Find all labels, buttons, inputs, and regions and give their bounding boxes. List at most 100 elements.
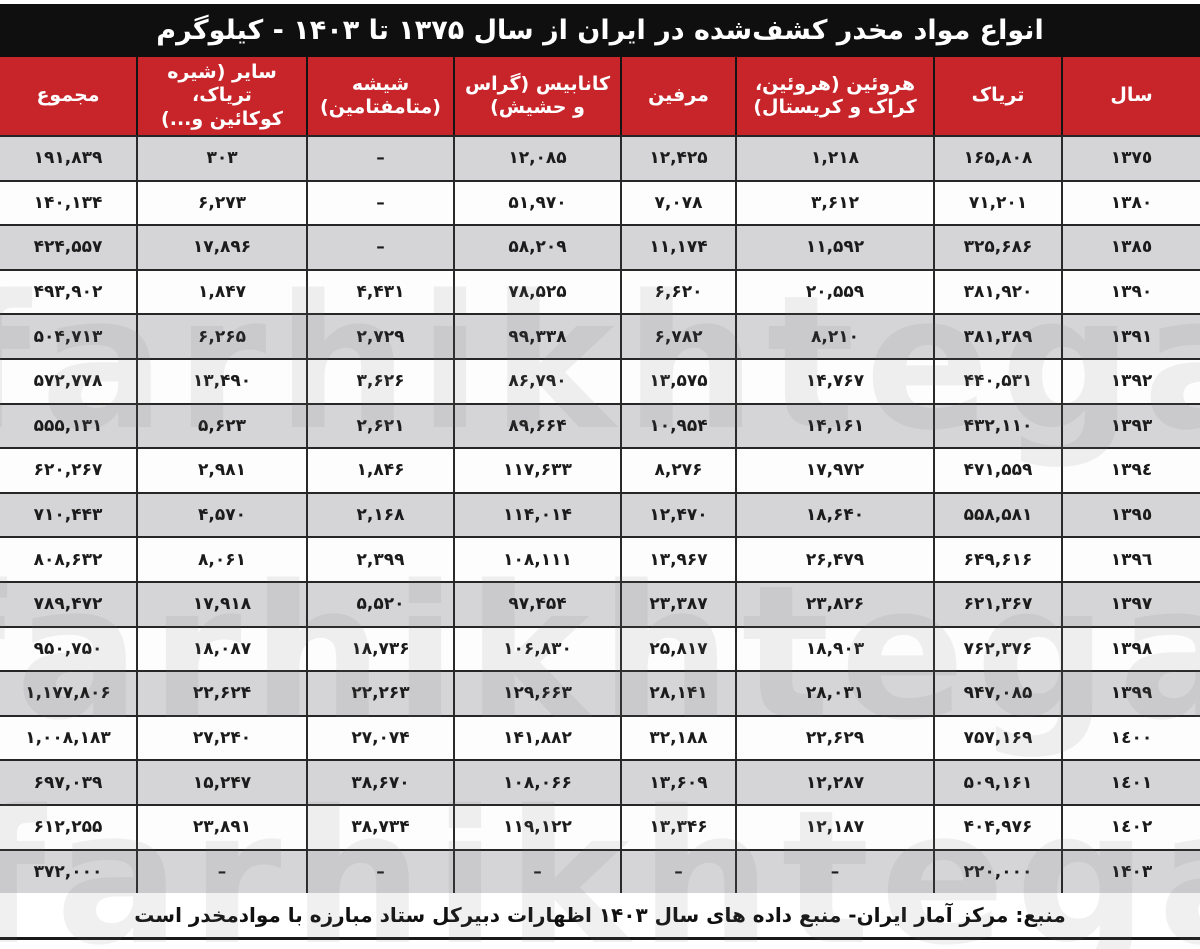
table-row: ۱۳۹۸ ۷۶۲,۳۷۶ ۱۸,۹۰۳ ۲۵,۸۱۷ ۱۰۶,۸۳۰ ۱۸,۷۳۶ ۱۸,۰… bbox=[0, 627, 1200, 673]
page-title: انواع مواد مخدر کشف‌شده در ایران از سال … bbox=[156, 15, 1044, 46]
cell-heroin: ۲۳,۸۲۶ bbox=[737, 582, 935, 626]
cell-opium: ۳۸۱,۳۸۹ bbox=[935, 315, 1063, 358]
cell-total: ۱,۰۰۸,۱۸۳ bbox=[0, 716, 138, 760]
cell-cannabis: ۱۰۸,۱۱۱ bbox=[455, 538, 622, 581]
cell-opium: ۵۰۹,۱۶۱ bbox=[935, 761, 1063, 804]
table-row: ۱۴۰۳ ۲۲۰,۰۰۰– – – – –۳۷۲,۰۰۰ bbox=[0, 850, 1200, 896]
cell-opium: ۳۲۵,۶۸۶ bbox=[935, 226, 1063, 269]
cell-year: ۱۳۸۰ bbox=[1110, 192, 1153, 213]
cell-morphine: ۶,۷۸۲ bbox=[622, 315, 737, 358]
cell-other: ۵,۶۲۳ bbox=[138, 404, 308, 448]
table-row: ۱۳۹۲ ۴۴۰,۵۳۱ ۱۴,۷۶۷ ۱۳,۵۷۵ ۸۶,۷۹۰ ۳,۶۲۶ ۱۳,۴۹۰… bbox=[0, 359, 1200, 405]
cell-year: ۱۳۸٥ bbox=[1110, 237, 1153, 258]
cell-year: ۱۳۹۸ bbox=[1110, 638, 1153, 659]
cell-total: ۶۹۷,۰۳۹ bbox=[0, 761, 138, 804]
cell-total: ۱,۱۷۷,۸۰۶ bbox=[0, 672, 138, 715]
cell-heroin: ۸,۲۱۰ bbox=[737, 315, 935, 358]
cell-morphine: ۲۵,۸۱۷ bbox=[622, 627, 737, 671]
cell-cannabis: ۱۲,۰۸۵ bbox=[455, 137, 622, 180]
column-header-morphine: مرفین bbox=[622, 57, 737, 135]
cell-other: ۱۷,۹۱۸ bbox=[138, 582, 308, 626]
cell-cannabis: ۱۲۹,۶۶۳ bbox=[455, 672, 622, 715]
cell-heroin: ۱۸,۹۰۳ bbox=[737, 627, 935, 671]
cell-other: ۱۷,۸۹۶ bbox=[138, 226, 308, 269]
cell-total: ۸۰۸,۶۳۲ bbox=[0, 538, 138, 581]
cell-total: ۶۱۲,۲۵۵ bbox=[0, 805, 138, 849]
cell-meth: ۲,۶۲۱ bbox=[308, 404, 455, 448]
title-bar: انواع مواد مخدر کشف‌شده در ایران از سال … bbox=[0, 4, 1200, 57]
cell-opium: ۶۲۱,۳۶۷ bbox=[935, 582, 1063, 626]
cell-total: ۷۸۹,۴۷۲ bbox=[0, 582, 138, 626]
cell-meth: – bbox=[308, 850, 455, 894]
column-header-other: سایر (شیره تریاک، کوکائین و...) bbox=[138, 57, 308, 135]
cell-other: ۳۰۳ bbox=[138, 137, 308, 180]
cell-heroin: ۱۴,۷۶۷ bbox=[737, 359, 935, 403]
table-row: ۱٤۰۰ ۷۵۷,۱۶۹ ۲۲,۶۲۹ ۳۲,۱۸۸ ۱۴۱,۸۸۲ ۲۷,۰۷۴ ۲۷,۲… bbox=[0, 716, 1200, 762]
cell-other: ۲۷,۲۴۰ bbox=[138, 716, 308, 760]
cell-heroin: ۱۸,۶۴۰ bbox=[737, 493, 935, 537]
cell-opium: ۷۶۲,۳۷۶ bbox=[935, 627, 1063, 671]
cell-cannabis: ۱۰۶,۸۳۰ bbox=[455, 627, 622, 671]
cell-year: ۱٤۰۲ bbox=[1110, 817, 1153, 838]
cell-morphine: ۸,۲۷۶ bbox=[622, 449, 737, 492]
cell-opium: ۳۸۱,۹۲۰ bbox=[935, 270, 1063, 314]
cell-total: ۵۵۵,۱۳۱ bbox=[0, 404, 138, 448]
source-text: منبع: مرکز آمار ایران- منبع داده های سال… bbox=[134, 903, 1066, 927]
cell-year: ۱۳۹۰ bbox=[1110, 282, 1153, 303]
cell-year: ۱۳۹۲ bbox=[1110, 371, 1153, 392]
cell-heroin: ۱۴,۱۶۱ bbox=[737, 404, 935, 448]
cell-heroin: ۲۶,۴۷۹ bbox=[737, 538, 935, 581]
cell-year: ۱۴۰۳ bbox=[1110, 861, 1153, 882]
cell-morphine: ۱۲,۴۲۵ bbox=[622, 137, 737, 180]
cell-heroin: ۱,۲۱۸ bbox=[737, 137, 935, 180]
cell-year: ۱۳۹٤ bbox=[1110, 460, 1153, 481]
cell-other: ۱,۸۴۷ bbox=[138, 270, 308, 314]
cell-opium: ۲۲۰,۰۰۰ bbox=[935, 850, 1063, 894]
cell-year: ۱۳۹٥ bbox=[1110, 505, 1153, 526]
cell-cannabis: ۵۸,۲۰۹ bbox=[455, 226, 622, 269]
cell-total: ۹۵۰,۷۵۰ bbox=[0, 627, 138, 671]
cell-meth: ۱۸,۷۳۶ bbox=[308, 627, 455, 671]
cell-opium: ۴۴۰,۵۳۱ bbox=[935, 359, 1063, 403]
cell-morphine: ۱۱,۱۷۴ bbox=[622, 226, 737, 269]
cell-morphine: ۱۳,۳۴۶ bbox=[622, 805, 737, 849]
cell-morphine: ۱۰,۹۵۴ bbox=[622, 404, 737, 448]
cell-cannabis: ۵۱,۹۷۰ bbox=[455, 181, 622, 225]
table-row: ۱۳۹۳ ۴۳۲,۱۱۰ ۱۴,۱۶۱ ۱۰,۹۵۴ ۸۹,۶۶۴ ۲,۶۲۱ ۵,۶۲۳ ۵… bbox=[0, 404, 1200, 450]
cell-cannabis: ۱۰۸,۰۶۶ bbox=[455, 761, 622, 804]
cell-cannabis: ۱۱۹,۱۲۲ bbox=[455, 805, 622, 849]
cell-year: ۱۳۹٦ bbox=[1110, 549, 1153, 570]
cell-cannabis: ۱۴۱,۸۸۲ bbox=[455, 716, 622, 760]
cell-year: ۱٤۰۱ bbox=[1110, 772, 1153, 793]
column-header-meth: شیشه (متامفتامین) bbox=[308, 57, 455, 135]
cell-total: ۱۹۱,۸۳۹ bbox=[0, 137, 138, 180]
cell-cannabis: ۷۸,۵۲۵ bbox=[455, 270, 622, 314]
cell-morphine: ۱۳,۵۷۵ bbox=[622, 359, 737, 403]
cell-other: ۱۵,۲۴۷ bbox=[138, 761, 308, 804]
table-row: ۱۳۹٤ ۴۷۱,۵۵۹ ۱۷,۹۷۲ ۸,۲۷۶ ۱۱۷,۶۳۳ ۱,۸۴۶ ۲,۹۸۱ ۶… bbox=[0, 449, 1200, 494]
cell-morphine: ۶,۶۲۰ bbox=[622, 270, 737, 314]
cell-morphine: ۱۳,۹۶۷ bbox=[622, 538, 737, 581]
cell-total: ۵۰۴,۷۱۳ bbox=[0, 315, 138, 358]
cell-other: ۸,۰۶۱ bbox=[138, 538, 308, 581]
table-row: ۱۳۹٦ ۶۴۹,۶۱۶ ۲۶,۴۷۹ ۱۳,۹۶۷ ۱۰۸,۱۱۱ ۲,۳۹۹ ۸,۰۶۱… bbox=[0, 538, 1200, 583]
table-body: ۱۳۷٥ ۱۶۵,۸۰۸ ۱,۲۱۸ ۱۲,۴۲۵ ۱۲,۰۸۵–۳۰۳ ۱۹۱,۸۳۹ ۱… bbox=[0, 135, 1200, 896]
cell-morphine: ۱۳,۶۰۹ bbox=[622, 761, 737, 804]
cell-year: ۱۳۹۹ bbox=[1110, 683, 1153, 704]
cell-meth: ۳۸,۷۳۴ bbox=[308, 805, 455, 849]
column-header-opium: تریاک bbox=[935, 57, 1063, 135]
cell-cannabis: ۸۹,۶۶۴ bbox=[455, 404, 622, 448]
cell-other: ۲,۹۸۱ bbox=[138, 449, 308, 492]
cell-meth: – bbox=[308, 137, 455, 180]
cell-meth: – bbox=[308, 226, 455, 269]
cell-heroin: ۱۲,۱۸۷ bbox=[737, 805, 935, 849]
cell-cannabis: ۹۹,۳۳۸ bbox=[455, 315, 622, 358]
cell-meth: ۲,۱۶۸ bbox=[308, 493, 455, 537]
table-row: ۱۳۹۷ ۶۲۱,۳۶۷ ۲۳,۸۲۶ ۲۳,۳۸۷ ۹۷,۴۵۴ ۵,۵۲۰ ۱۷,۹۱۸… bbox=[0, 582, 1200, 628]
cell-opium: ۹۴۷,۰۸۵ bbox=[935, 672, 1063, 715]
table-row: ۱٤۰۱ ۵۰۹,۱۶۱ ۱۲,۲۸۷ ۱۳,۶۰۹ ۱۰۸,۰۶۶ ۳۸,۶۷۰ ۱۵,۲… bbox=[0, 761, 1200, 806]
table-row: ۱۳۹۱ ۳۸۱,۳۸۹ ۸,۲۱۰ ۶,۷۸۲ ۹۹,۳۳۸ ۲,۷۲۹ ۶,۲۶۵ ۵۰۴… bbox=[0, 315, 1200, 360]
column-header-heroin: هروئین (هروئین، کراک و کریستال) bbox=[737, 57, 935, 135]
cell-cannabis: ۱۱۴,۰۱۴ bbox=[455, 493, 622, 537]
